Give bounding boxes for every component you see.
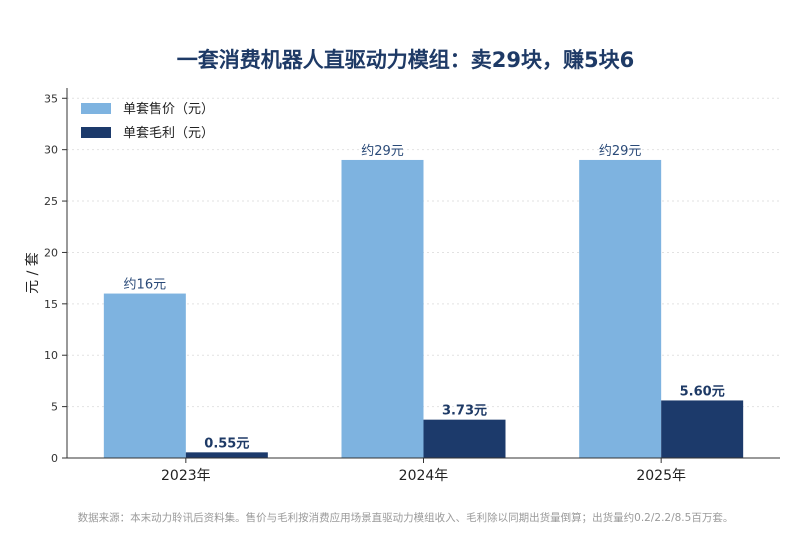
- y-tick-label: 20: [44, 246, 58, 259]
- legend-label: 单套售价（元）: [123, 101, 214, 117]
- legend-swatch-profit: [81, 127, 111, 138]
- price-bar: [341, 159, 424, 458]
- bars: [103, 159, 744, 458]
- data-label: 约29元: [599, 144, 642, 159]
- y-tick-label: 10: [44, 349, 58, 362]
- y-tick-label: 15: [44, 298, 58, 311]
- y-tick-label: 25: [44, 195, 58, 208]
- data-label: 3.73元: [442, 404, 487, 419]
- data-labels: 约16元 0.55元 约29元 3.73元 约29元 5.60元: [124, 144, 725, 451]
- profit-bar: [661, 400, 744, 458]
- legend-swatch-price: [81, 103, 111, 114]
- y-tick-label: 0: [51, 452, 58, 465]
- profit-bar: [185, 452, 268, 458]
- price-bar: [103, 293, 186, 458]
- data-label: 约29元: [361, 144, 404, 159]
- x-tick-label: 2025年: [636, 468, 686, 484]
- x-tick-label: 2023年: [161, 468, 211, 484]
- legend-label: 单套毛利（元）: [123, 125, 214, 141]
- y-tick-label: 5: [51, 401, 58, 414]
- price-bar: [579, 159, 662, 458]
- y-axis-label: 元 / 套: [25, 252, 41, 294]
- data-label: 0.55元: [204, 436, 249, 451]
- axes: 0 5 10 15 20 25 30 35 元 / 套 2023年 2024年 2025年: [25, 88, 780, 484]
- y-tick-label: 35: [44, 92, 58, 105]
- legend: 单套售价（元） 单套毛利（元）: [81, 101, 214, 141]
- x-tick-label: 2024年: [399, 468, 449, 484]
- data-label: 5.60元: [680, 384, 725, 399]
- data-label: 约16元: [124, 278, 167, 293]
- chart-title: 一套消费机器人直驱动力模组：卖29块，赚5块6: [176, 48, 635, 72]
- y-tick-label: 30: [44, 144, 58, 157]
- footnote: 数据来源：本末动力聆讯后资料集。售价与毛利按消费应用场景直驱动力模组收入、毛利除…: [77, 512, 734, 524]
- profit-bar: [423, 419, 506, 458]
